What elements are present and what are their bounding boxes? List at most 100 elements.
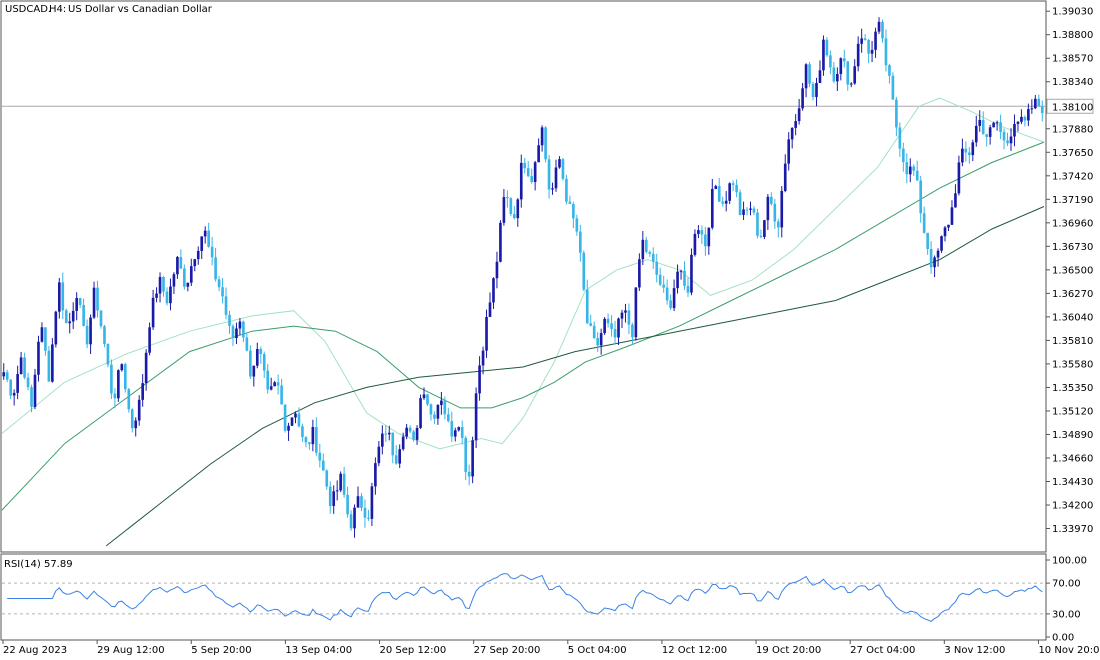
candle-body <box>585 289 589 324</box>
rsi-tick-label: 100.00 <box>1052 556 1087 567</box>
candle-body <box>155 293 158 298</box>
candle-body <box>624 310 627 313</box>
candle-body <box>120 364 124 371</box>
candle-body <box>759 235 763 237</box>
candle-body <box>676 271 679 289</box>
candle-body <box>526 168 530 177</box>
candle-body <box>203 230 207 237</box>
candle-body <box>770 196 773 204</box>
candle-body <box>321 460 325 471</box>
candle-body <box>457 427 461 431</box>
candle-body <box>44 327 47 351</box>
candle-body <box>971 142 975 156</box>
price-tick-label: 1.35120 <box>1052 406 1093 417</box>
candle-body <box>547 159 551 190</box>
time-axis: 22 Aug 2023 29 Aug 12:00 5 Sep 20:00 13 Sep… <box>2 640 1100 656</box>
candle-body <box>731 183 735 185</box>
candle-body <box>19 357 23 375</box>
candle-body <box>797 108 801 122</box>
candle-body <box>801 88 804 109</box>
candle-body <box>950 207 954 225</box>
candle-body <box>290 417 294 426</box>
candle-body <box>37 341 40 375</box>
candle-body <box>943 227 947 237</box>
candle-body <box>502 197 506 223</box>
time-tick-label: 13 Sep 04:00 <box>285 645 352 656</box>
candle-body <box>141 383 144 400</box>
candle-body <box>568 201 572 205</box>
candle-body <box>620 312 624 319</box>
candle-body <box>273 382 276 387</box>
candle-body <box>339 473 342 491</box>
candle-body <box>895 99 898 128</box>
candle-body <box>57 282 61 312</box>
price-tick-label: 1.36040 <box>1052 312 1093 323</box>
candle-body <box>370 486 374 519</box>
candle-body <box>353 507 356 529</box>
rsi-line <box>7 573 1043 622</box>
candle-body <box>325 470 329 487</box>
candle-body <box>836 73 839 82</box>
candle-body <box>884 38 888 66</box>
price-tick-label: 1.34200 <box>1052 500 1093 511</box>
price-tick-label: 1.39030 <box>1052 7 1093 18</box>
candle-body <box>217 279 221 288</box>
rsi-series <box>2 573 1045 622</box>
rsi-tick-label: 30.00 <box>1052 609 1081 620</box>
candle-body <box>832 67 836 82</box>
time-tick-label: 5 Oct 04:00 <box>568 645 627 656</box>
candle-body <box>238 321 242 329</box>
candle-body <box>183 268 186 287</box>
price-tick-label: 1.34430 <box>1052 477 1093 488</box>
candle-body <box>2 372 6 377</box>
candle-body <box>634 287 638 338</box>
candle-body <box>158 277 162 294</box>
candle-body <box>169 286 172 304</box>
candle-body <box>16 374 19 393</box>
candle-body <box>447 414 450 422</box>
candle-body <box>304 437 308 443</box>
candle-body <box>82 304 85 326</box>
candle-body <box>926 232 929 249</box>
candle-body <box>75 298 78 311</box>
candle-body <box>631 324 634 338</box>
candle-body <box>565 178 568 202</box>
candle-body <box>992 122 995 128</box>
candle-body <box>707 227 711 247</box>
candle-body <box>974 125 978 143</box>
candle-body <box>200 236 204 251</box>
price-tick-label: 1.33970 <box>1052 524 1093 535</box>
candle-body <box>381 433 384 447</box>
time-tick-label: 27 Oct 04:00 <box>850 645 915 656</box>
candle-body <box>117 370 120 399</box>
rsi-tick-label: 0.00 <box>1052 633 1074 644</box>
candle-body <box>704 234 707 247</box>
price-tick-label: 1.37650 <box>1052 148 1093 159</box>
candle-body <box>964 148 968 153</box>
candle-body <box>189 266 193 283</box>
candle-body <box>627 310 631 325</box>
candle-body <box>512 213 516 219</box>
candle-body <box>592 325 596 339</box>
price-tick-label: 1.36730 <box>1052 242 1093 253</box>
candle-body <box>908 166 912 175</box>
candle-body <box>551 188 554 190</box>
candle-body <box>849 83 853 85</box>
candle-body <box>429 404 433 415</box>
candle-body <box>96 287 99 311</box>
current-price-badge-label: 1.38100 <box>1052 102 1093 113</box>
candle-body <box>891 75 895 100</box>
candle-body <box>301 426 304 438</box>
candle-body <box>1037 98 1041 107</box>
candle-body <box>249 350 252 377</box>
symbol-label: USDCAD. <box>5 4 51 15</box>
candle-body <box>874 31 877 50</box>
candle-body <box>516 199 520 219</box>
candle-body <box>582 252 586 290</box>
candle-body <box>742 209 745 215</box>
candle-body <box>978 119 982 126</box>
candle-body <box>26 377 30 388</box>
candle-body <box>106 343 110 365</box>
rsi-pane-frame <box>0 553 1047 641</box>
